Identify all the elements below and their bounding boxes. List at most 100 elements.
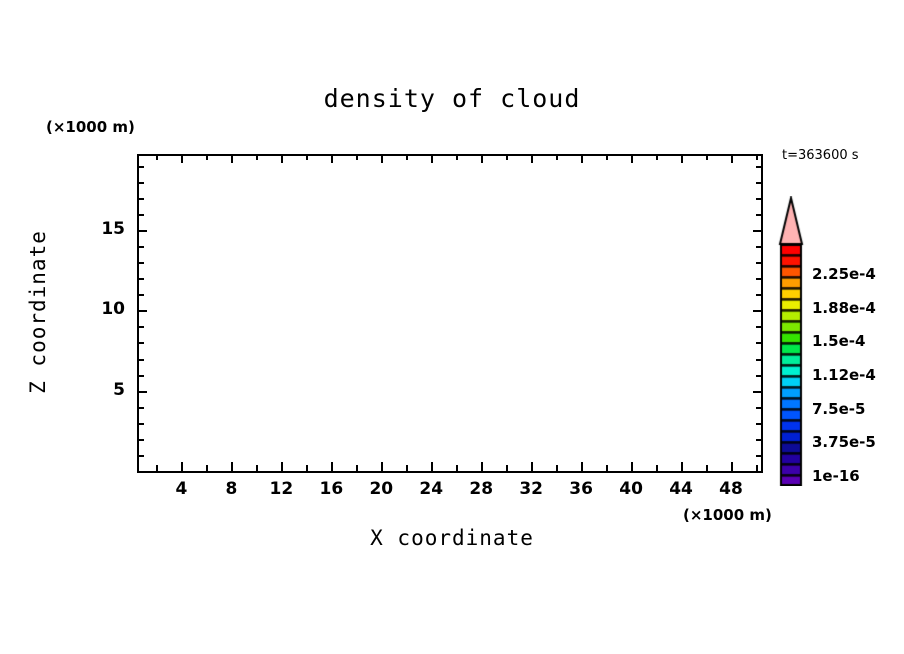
tick-mark (681, 462, 683, 471)
tick-mark (331, 154, 333, 163)
tick-mark (731, 462, 733, 471)
tick-mark (137, 423, 144, 425)
tick-mark (731, 154, 733, 163)
tick-mark (756, 182, 763, 184)
tick-mark (756, 439, 763, 441)
tick-mark (206, 465, 208, 471)
x-tick-label: 32 (519, 479, 543, 499)
tick-mark (481, 154, 483, 163)
colorbar-tick-label: 1.5e-4 (812, 332, 866, 351)
x-tick-label: 40 (619, 479, 643, 499)
tick-mark (137, 246, 144, 248)
tick-mark (756, 326, 763, 328)
density-field-heatmap (139, 156, 761, 471)
colorbar-tick-label: 1e-16 (812, 466, 860, 485)
tick-mark (137, 310, 147, 312)
x-tick-label: 20 (369, 479, 394, 499)
tick-mark (756, 407, 763, 409)
x-axis-label: X coordinate (370, 526, 534, 550)
x-axis-units: (×1000 m) (683, 506, 772, 524)
tick-mark (281, 462, 283, 471)
tick-mark (456, 154, 458, 160)
tick-mark (606, 465, 608, 471)
tick-mark (756, 278, 763, 280)
tick-mark (137, 326, 144, 328)
colorbar-gradient (776, 196, 816, 486)
y-tick-label: 15 (101, 218, 125, 239)
tick-mark (256, 154, 258, 160)
tick-mark (381, 154, 383, 163)
tick-mark (256, 465, 258, 471)
tick-mark (556, 465, 558, 471)
tick-mark (137, 294, 144, 296)
colorbar-tick-label: 7.5e-5 (812, 399, 866, 418)
tick-mark (181, 154, 183, 163)
z-axis-units: (×1000 m) (46, 118, 135, 136)
tick-mark (156, 465, 158, 471)
tick-mark (756, 246, 763, 248)
tick-mark (331, 462, 333, 471)
x-tick-label: 28 (469, 479, 494, 499)
x-tick-label: 12 (269, 479, 294, 499)
colorbar (776, 196, 816, 486)
tick-mark (753, 310, 763, 312)
colorbar-tick-label: 1.88e-4 (812, 298, 876, 317)
tick-mark (137, 391, 147, 393)
tick-mark (531, 462, 533, 471)
tick-mark (306, 465, 308, 471)
tick-mark (756, 465, 758, 471)
tick-mark (506, 154, 508, 160)
tick-mark (581, 154, 583, 163)
tick-mark (137, 214, 144, 216)
tick-mark (137, 342, 144, 344)
tick-mark (231, 462, 233, 471)
tick-mark (706, 154, 708, 160)
tick-mark (137, 262, 144, 264)
tick-mark (581, 462, 583, 471)
colorbar-tick-label: 2.25e-4 (812, 265, 876, 284)
tick-mark (756, 214, 763, 216)
tick-mark (137, 439, 144, 441)
tick-mark (706, 465, 708, 471)
tick-mark (137, 471, 144, 473)
tick-mark (356, 154, 358, 160)
tick-mark (431, 462, 433, 471)
tick-mark (756, 375, 763, 377)
tick-mark (406, 154, 408, 160)
tick-mark (281, 154, 283, 163)
tick-mark (756, 359, 763, 361)
tick-mark (137, 407, 144, 409)
tick-mark (756, 423, 763, 425)
tick-mark (631, 462, 633, 471)
tick-mark (456, 465, 458, 471)
tick-mark (753, 230, 763, 232)
x-tick-label: 4 (175, 479, 188, 499)
tick-mark (756, 455, 763, 457)
tick-mark (756, 166, 763, 168)
tick-mark (506, 465, 508, 471)
tick-mark (137, 359, 144, 361)
tick-mark (756, 262, 763, 264)
x-tick-label: 48 (719, 479, 743, 499)
tick-mark (756, 342, 763, 344)
tick-mark (137, 375, 144, 377)
tick-mark (756, 198, 763, 200)
x-tick-label: 16 (319, 479, 344, 499)
tick-mark (406, 465, 408, 471)
colorbar-tick-label: 1.12e-4 (812, 366, 876, 385)
tick-mark (137, 455, 144, 457)
tick-mark (756, 294, 763, 296)
tick-mark (231, 154, 233, 163)
tick-mark (137, 278, 144, 280)
tick-mark (656, 465, 658, 471)
tick-mark (156, 154, 158, 160)
tick-mark (681, 154, 683, 163)
tick-mark (606, 154, 608, 160)
tick-mark (181, 462, 183, 471)
x-tick-label: 8 (225, 479, 238, 499)
x-tick-label: 24 (419, 479, 444, 499)
x-tick-label: 36 (569, 479, 593, 499)
colorbar-tick-label: 3.75e-5 (812, 433, 876, 452)
tick-mark (381, 462, 383, 471)
y-tick-label: 5 (113, 379, 125, 400)
